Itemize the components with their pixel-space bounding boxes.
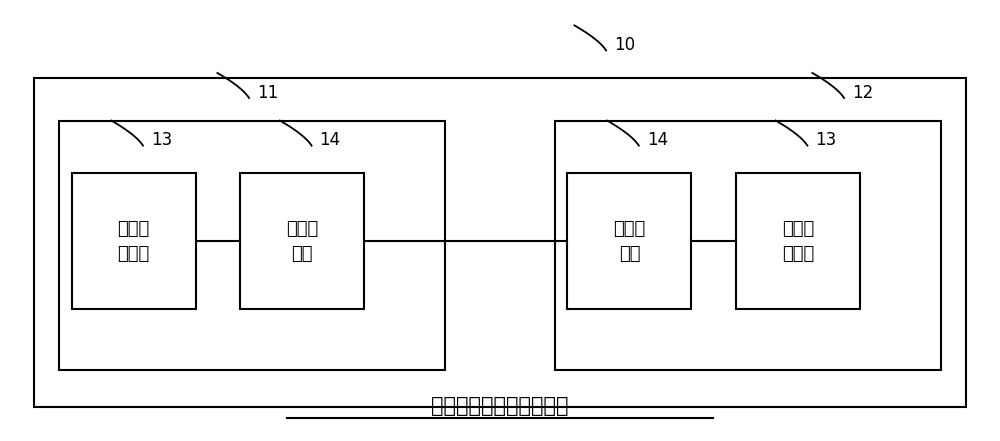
Text: 信号反
转模块: 信号反 转模块 xyxy=(782,220,814,262)
Bar xyxy=(59,121,445,370)
Text: 10: 10 xyxy=(614,36,635,54)
Text: 13: 13 xyxy=(815,131,837,149)
Bar xyxy=(240,173,364,309)
Text: 抗干扰
模块: 抗干扰 模块 xyxy=(286,220,318,262)
Text: 12: 12 xyxy=(852,83,873,101)
Text: 11: 11 xyxy=(257,83,278,101)
Text: 信号反
转模块: 信号反 转模块 xyxy=(117,220,150,262)
Text: 抗干扰信号反转通信电路: 抗干扰信号反转通信电路 xyxy=(431,396,569,416)
Bar xyxy=(34,78,966,407)
Text: 抗干扰
模块: 抗干扰 模块 xyxy=(613,220,646,262)
Text: 14: 14 xyxy=(320,131,341,149)
Bar xyxy=(72,173,196,309)
Text: 13: 13 xyxy=(151,131,172,149)
Bar xyxy=(736,173,860,309)
Text: 14: 14 xyxy=(647,131,668,149)
Bar xyxy=(567,173,691,309)
Bar xyxy=(555,121,941,370)
